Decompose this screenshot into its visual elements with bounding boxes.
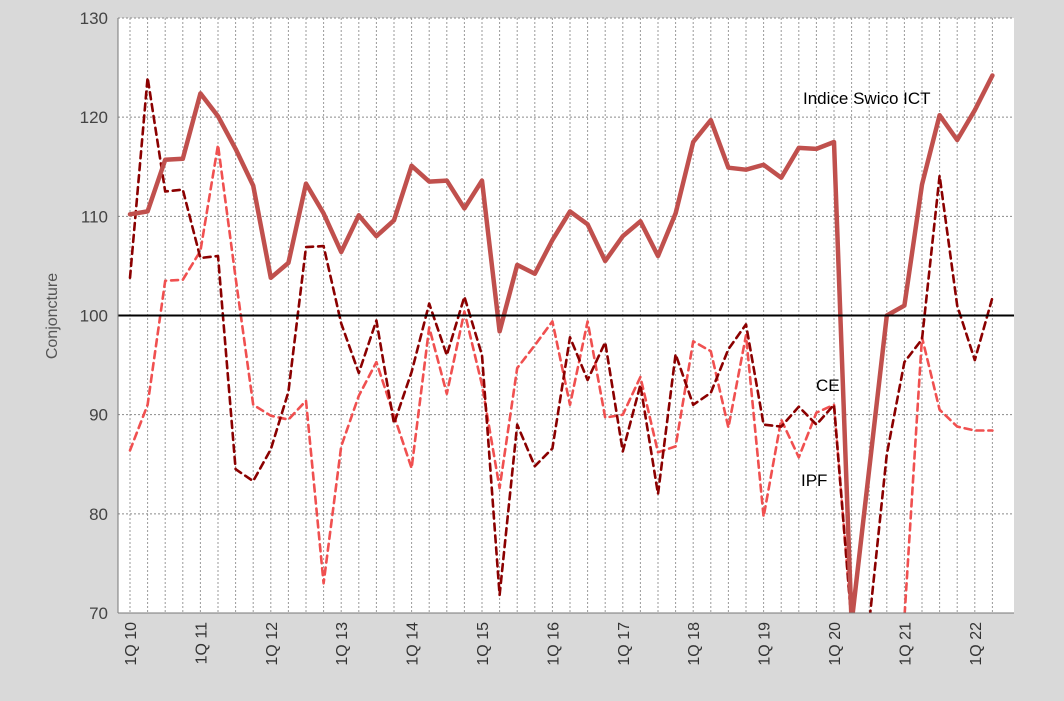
y-tick-label: 120 (80, 108, 108, 127)
x-tick-label: 1Q 14 (405, 622, 422, 666)
y-tick-labels: 70 80 90 100 110 120 130 (80, 9, 108, 623)
y-tick-label: 110 (81, 207, 108, 226)
y-tick-label: 100 (80, 307, 108, 326)
y-axis-label: Conjoncture (44, 273, 61, 359)
y-tick-label: 70 (89, 604, 108, 623)
x-tick-label: 1Q 10 (123, 622, 140, 666)
y-tick-label: 80 (89, 505, 108, 524)
x-tick-labels: 1Q 10 1Q 11 1Q 12 1Q 13 1Q 14 1Q 15 1Q 16 1Q 17… (123, 622, 985, 666)
y-tick-label: 90 (89, 406, 108, 425)
x-tick-label: 1Q 19 (757, 622, 774, 666)
series-line-indice-swico-ict (127, 73, 995, 613)
y-tick-label: 130 (80, 9, 108, 28)
x-tick-label: 1Q 16 (545, 622, 562, 666)
x-tick-label: 1Q 17 (616, 622, 633, 666)
annotation-indice-swico-ict: Indice Swico ICT (803, 89, 931, 108)
series-layer (127, 73, 995, 613)
annotation-ipf: IPF (801, 471, 827, 490)
x-tick-label: 1Q 11 (193, 622, 210, 665)
x-tick-label: 1Q 15 (475, 622, 492, 666)
x-tick-label: 1Q 18 (686, 622, 703, 666)
x-tick-label: 1Q 13 (334, 622, 351, 666)
x-tick-label: 1Q 22 (968, 622, 985, 666)
x-tick-label: 1Q 21 (897, 622, 914, 666)
annotation-ce: CE (816, 376, 840, 395)
x-tick-label: 1Q 12 (264, 622, 281, 666)
x-tick-label: 1Q 20 (827, 622, 844, 666)
